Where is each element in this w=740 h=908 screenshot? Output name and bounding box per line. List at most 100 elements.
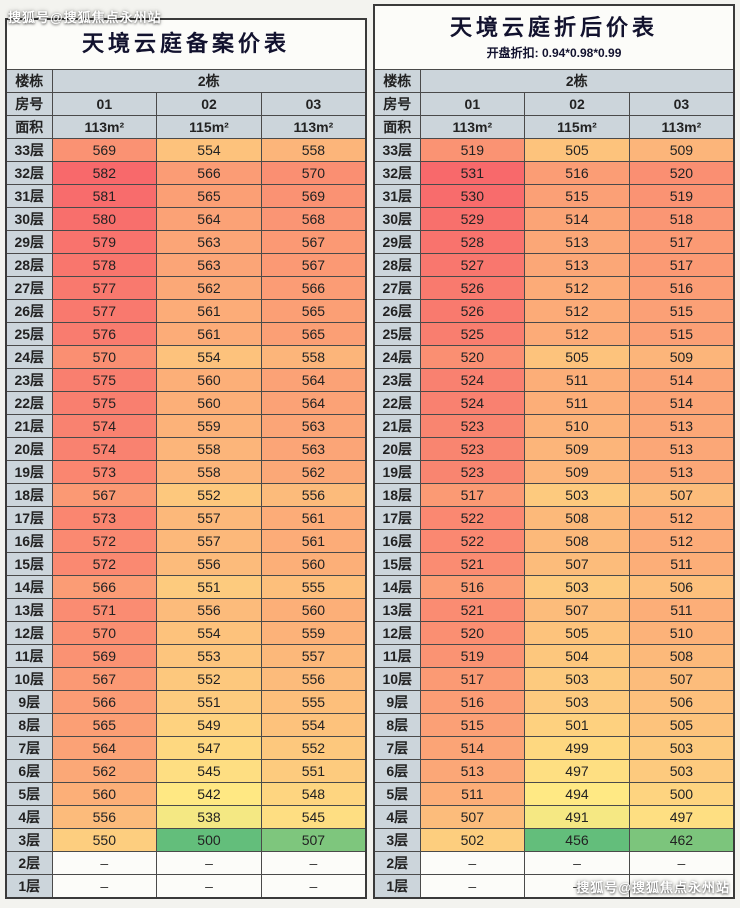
- floor-label: 8层: [5, 712, 53, 737]
- price-cell: 508: [628, 643, 735, 668]
- price-cell: 502: [419, 827, 526, 852]
- price-cell: 516: [524, 160, 630, 185]
- floor-row: 12层 570 554 559: [5, 620, 367, 645]
- price-cell: 503: [524, 482, 630, 507]
- price-cell: –: [260, 873, 367, 898]
- building-row: 楼栋 2栋: [5, 68, 367, 93]
- floor-label: 10层: [373, 666, 421, 691]
- floor-label: 8层: [373, 712, 421, 737]
- price-cell: 512: [628, 528, 735, 553]
- price-cell: 512: [524, 298, 630, 323]
- price-cell: –: [628, 873, 735, 898]
- floor-label: 26层: [5, 298, 53, 323]
- floor-label: 12层: [373, 620, 421, 645]
- floor-row: 12层 520 505 510: [373, 620, 735, 645]
- price-cell: 565: [156, 183, 262, 208]
- floor-label: 12层: [5, 620, 53, 645]
- price-cell: 513: [628, 413, 735, 438]
- floor-label: 20层: [373, 436, 421, 461]
- price-cell: 514: [524, 206, 630, 231]
- price-cell: 515: [628, 321, 735, 346]
- price-cell: 563: [260, 436, 367, 461]
- floor-row: 24层 570 554 558: [5, 344, 367, 369]
- floor-label: 24层: [373, 344, 421, 369]
- floor-row: 4层 507 491 497: [373, 804, 735, 829]
- price-cell: 501: [524, 712, 630, 737]
- floor-row: 5层 511 494 500: [373, 781, 735, 806]
- price-cell: 503: [628, 758, 735, 783]
- price-cell: 570: [51, 344, 158, 369]
- price-cell: 507: [524, 597, 630, 622]
- floor-label: 30层: [373, 206, 421, 231]
- price-cell: 577: [51, 298, 158, 323]
- price-cell: 529: [419, 206, 526, 231]
- price-cell: 527: [419, 252, 526, 277]
- price-cell: 531: [419, 160, 526, 185]
- price-cell: 514: [628, 367, 735, 392]
- price-cell: 528: [419, 229, 526, 254]
- price-cell: 560: [260, 597, 367, 622]
- floor-label: 23层: [373, 367, 421, 392]
- price-cell: 509: [524, 436, 630, 461]
- floor-row: 3层 502 456 462: [373, 827, 735, 852]
- price-cell: 567: [51, 482, 158, 507]
- price-cell: 549: [156, 712, 262, 737]
- price-cell: 517: [628, 229, 735, 254]
- floor-row: 17层 573 557 561: [5, 505, 367, 530]
- price-cell: 514: [419, 735, 526, 760]
- price-cell: 573: [51, 505, 158, 530]
- floor-label: 29层: [373, 229, 421, 254]
- price-cell: –: [419, 850, 526, 875]
- floor-row: 29层 528 513 517: [373, 229, 735, 254]
- floor-label: 23层: [5, 367, 53, 392]
- room-row: 房号 01 02 03: [5, 91, 367, 116]
- floor-row: 1层 – – –: [5, 873, 367, 898]
- price-cell: 559: [260, 620, 367, 645]
- floor-label: 9层: [5, 689, 53, 714]
- floor-label: 17层: [5, 505, 53, 530]
- price-cell: 506: [628, 574, 735, 599]
- price-cell: 564: [156, 206, 262, 231]
- floor-row: 27层 577 562 566: [5, 275, 367, 300]
- price-cell: 552: [156, 666, 262, 691]
- price-cell: 558: [260, 344, 367, 369]
- price-cell: 561: [156, 298, 262, 323]
- price-cell: 513: [628, 459, 735, 484]
- discount-subtitle: 开盘折扣: 0.94*0.98*0.99: [486, 45, 622, 60]
- price-cell: 523: [419, 436, 526, 461]
- floor-label: 33层: [5, 137, 53, 162]
- price-cell: 566: [260, 275, 367, 300]
- floor-label: 4层: [373, 804, 421, 829]
- floor-row: 17层 522 508 512: [373, 505, 735, 530]
- floor-label: 33层: [373, 137, 421, 162]
- floor-row: 6层 562 545 551: [5, 758, 367, 783]
- price-cell: 554: [156, 344, 262, 369]
- price-cell: 552: [156, 482, 262, 507]
- price-cell: 504: [524, 643, 630, 668]
- price-cell: 557: [260, 643, 367, 668]
- price-cell: 522: [419, 505, 526, 530]
- floor-row: 28层 578 563 567: [5, 252, 367, 277]
- floor-label: 29层: [5, 229, 53, 254]
- price-cell: 553: [156, 643, 262, 668]
- table-body: 楼栋 2栋 房号 01 02 03 面积 113m² 115m² 113m² 33层 519 505 50…: [373, 68, 735, 898]
- floor-label: 5层: [373, 781, 421, 806]
- price-cell: 575: [51, 390, 158, 415]
- price-cell: 456: [524, 827, 630, 852]
- price-cell: 505: [524, 344, 630, 369]
- floor-label: 19层: [373, 459, 421, 484]
- price-cell: 569: [51, 643, 158, 668]
- price-cell: 557: [156, 505, 262, 530]
- price-cell: 542: [156, 781, 262, 806]
- price-cell: 524: [419, 367, 526, 392]
- price-cell: 574: [51, 413, 158, 438]
- floor-label: 20层: [5, 436, 53, 461]
- room-number: 02: [524, 91, 630, 116]
- table-title: 天境云庭备案价表: [81, 30, 290, 56]
- price-cell: 525: [419, 321, 526, 346]
- price-cell: 551: [156, 574, 262, 599]
- price-cell: 509: [628, 344, 735, 369]
- floor-row: 9层 566 551 555: [5, 689, 367, 714]
- price-cell: 565: [260, 298, 367, 323]
- filing-price-table: 天境云庭备案价表 楼栋 2栋 房号 01 02 03 面积 113m² 115m² 113m² 33…: [5, 18, 367, 899]
